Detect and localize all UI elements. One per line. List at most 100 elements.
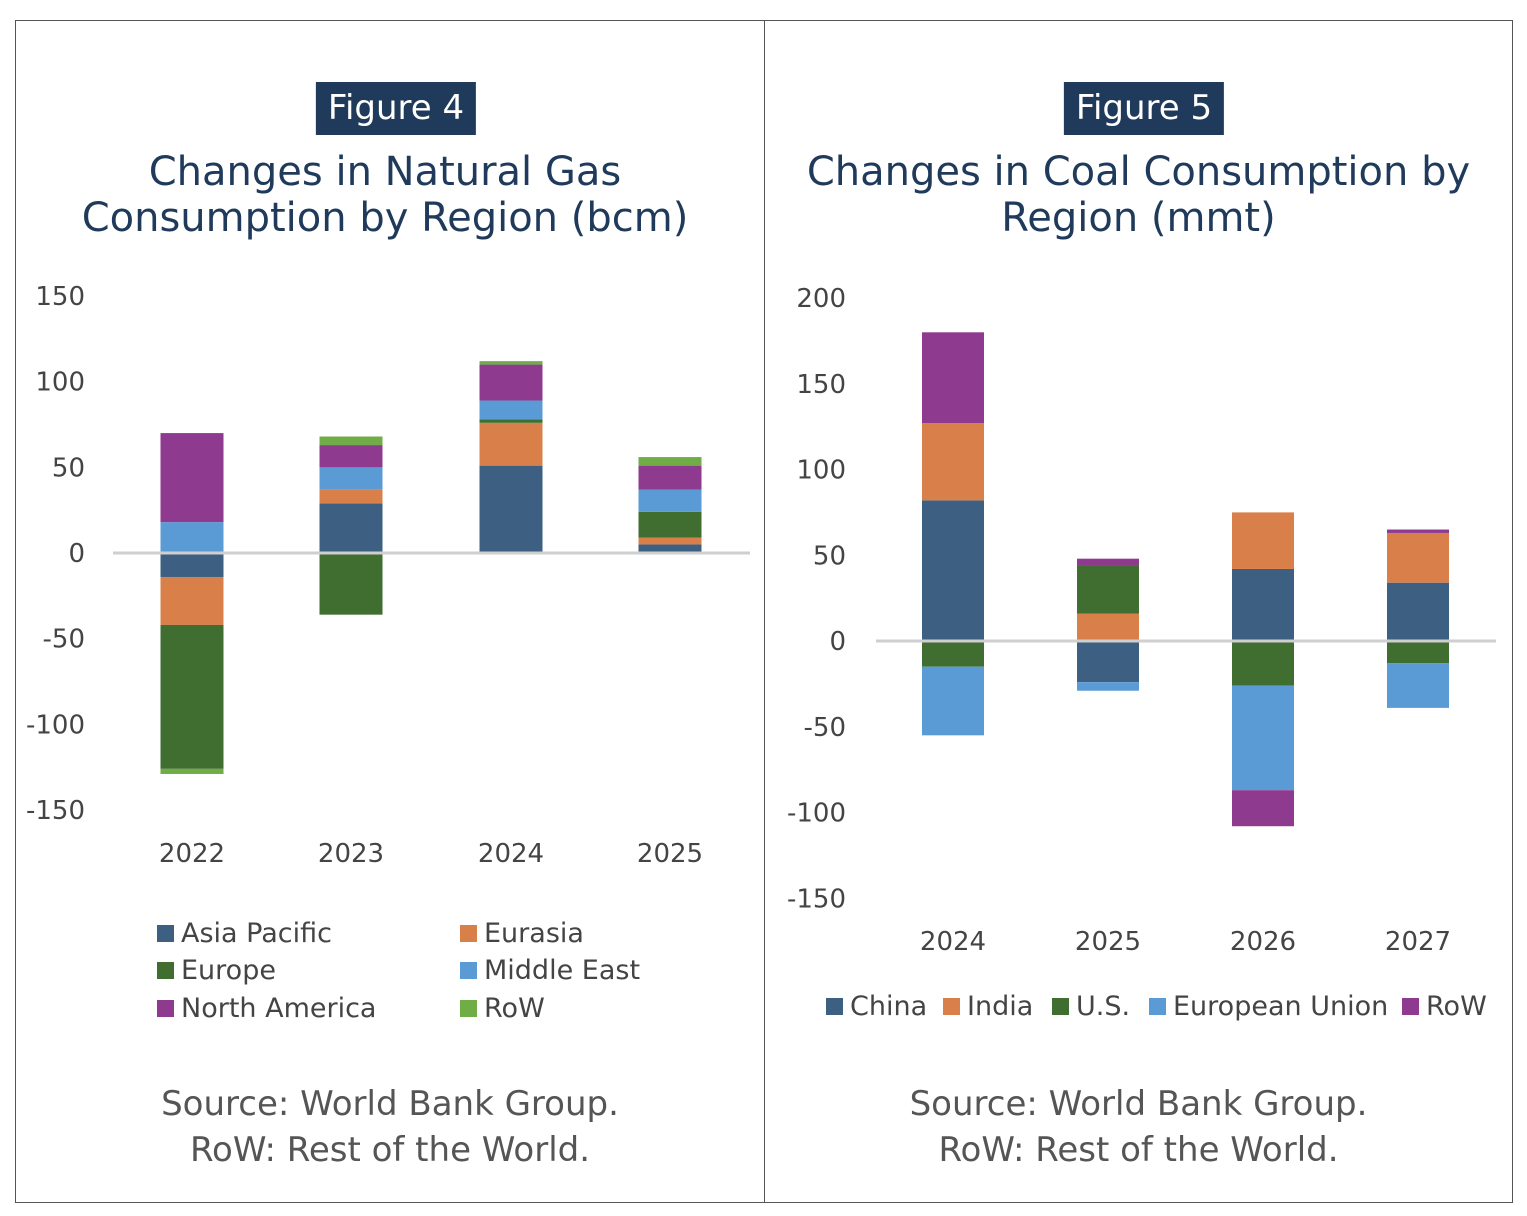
y-tick-label: -50 xyxy=(43,625,85,655)
bar-segment xyxy=(638,511,702,538)
legend-label: RoW xyxy=(484,993,545,1024)
bar-segment xyxy=(922,666,984,736)
legend-swatch xyxy=(1402,998,1419,1015)
legend-swatch xyxy=(157,925,174,942)
legend-item: Eurasia xyxy=(460,918,584,949)
y-tick-label: 100 xyxy=(796,456,846,486)
bar-segment xyxy=(922,641,984,667)
legend-label: European Union xyxy=(1173,991,1389,1022)
legend-swatch xyxy=(460,1000,477,1017)
bar-segment xyxy=(319,553,383,615)
bar-segment xyxy=(479,361,543,365)
legend-swatch xyxy=(157,962,174,979)
x-tick-label: 2024 xyxy=(478,839,544,869)
y-tick-label: 150 xyxy=(35,282,85,312)
legend-item: North America xyxy=(157,993,376,1024)
y-tick-label: 0 xyxy=(68,539,85,569)
bar-segment xyxy=(319,445,383,468)
x-tick-label: 2026 xyxy=(1230,927,1296,957)
legend-item: RoW xyxy=(460,993,545,1024)
figure-5-panel: Figure 5 Changes in Coal Consumption by … xyxy=(764,20,1513,1203)
bar-segment xyxy=(638,544,702,553)
legend-item: U.S. xyxy=(1052,991,1130,1022)
figure-4-panel: Figure 4 Changes in Natural Gas Consumpt… xyxy=(15,20,765,1203)
bar-segment xyxy=(1232,568,1294,641)
y-tick-label: -100 xyxy=(26,710,85,740)
bar-segment xyxy=(319,467,383,490)
bar-segment xyxy=(160,624,224,769)
bar-segment xyxy=(1387,582,1449,641)
legend-item: Asia Pacific xyxy=(157,918,332,949)
legend-label: RoW xyxy=(1426,991,1487,1022)
y-tick-label: -150 xyxy=(26,796,85,826)
bar-segment xyxy=(160,768,224,774)
legend-item: European Union xyxy=(1149,991,1388,1022)
legend-item: RoW xyxy=(1402,991,1487,1022)
bar-segment xyxy=(319,436,383,446)
x-tick-label: 2025 xyxy=(1075,927,1141,957)
bar-segment xyxy=(319,489,383,504)
legend-item: India xyxy=(943,991,1033,1022)
bar-segment xyxy=(1077,682,1139,691)
bar-segment xyxy=(1387,532,1449,583)
legend-swatch xyxy=(460,962,477,979)
bar-segment xyxy=(1077,565,1139,614)
bar-segment xyxy=(1077,641,1139,683)
bar-segment xyxy=(1387,663,1449,708)
bar-segment xyxy=(638,457,702,466)
legend-label: Europe xyxy=(181,955,276,986)
y-tick-label: 50 xyxy=(813,541,846,571)
legend-item: China xyxy=(826,991,927,1022)
title-line: Changes in Natural Gas xyxy=(148,149,622,195)
legend-label: Asia Pacific xyxy=(181,918,332,949)
x-tick-label: 2025 xyxy=(637,839,703,869)
y-tick-label: 150 xyxy=(796,370,846,400)
title-line: Changes in Coal Consumption by xyxy=(806,149,1471,195)
source-note: Source: World Bank Group. RoW: Rest of t… xyxy=(16,1081,764,1173)
bar-segment xyxy=(479,465,543,553)
legend-label: Middle East xyxy=(484,955,641,986)
bar-segment xyxy=(479,400,543,420)
bar-segment xyxy=(1077,558,1139,566)
chart-title: Changes in Coal Consumption by Region (m… xyxy=(765,149,1512,241)
y-tick-label: -100 xyxy=(787,799,846,829)
y-tick-label: -150 xyxy=(787,884,846,914)
source-line: Source: World Bank Group. xyxy=(909,1084,1368,1124)
y-tick-label: 50 xyxy=(52,453,85,483)
figure-badge: Figure 4 xyxy=(315,82,477,135)
legend-swatch xyxy=(1052,998,1069,1015)
bar-segment xyxy=(479,422,543,466)
y-tick-label: 0 xyxy=(829,627,846,657)
legend-swatch xyxy=(1149,998,1166,1015)
x-tick-label: 2022 xyxy=(159,839,225,869)
bar-segment xyxy=(638,537,702,545)
bar-segment xyxy=(638,465,702,490)
bar-segment xyxy=(1232,512,1294,569)
bar-segment xyxy=(1387,529,1449,533)
bar-segment xyxy=(1387,641,1449,664)
x-tick-label: 2023 xyxy=(318,839,384,869)
bar-segment xyxy=(319,503,383,553)
source-line: Source: World Bank Group. xyxy=(161,1084,619,1124)
bar-segment xyxy=(160,553,224,577)
legend-label: China xyxy=(850,991,928,1022)
title-line: Region (mmt) xyxy=(1001,195,1276,241)
legend-swatch xyxy=(943,998,960,1015)
legend-swatch xyxy=(157,1000,174,1017)
y-tick-label: 100 xyxy=(35,368,85,398)
bar-segment xyxy=(922,423,984,501)
bar-segment xyxy=(1077,613,1139,641)
source-line: RoW: Rest of the World. xyxy=(189,1130,591,1170)
x-tick-label: 2024 xyxy=(920,927,986,957)
legend-label: U.S. xyxy=(1076,991,1131,1022)
title-line: Consumption by Region (bcm) xyxy=(81,195,689,241)
bar-segment xyxy=(479,364,543,401)
bar-segment xyxy=(922,500,984,641)
figure-badge: Figure 5 xyxy=(1063,82,1225,135)
legend-swatch xyxy=(460,925,477,942)
bar-segment xyxy=(160,522,224,553)
y-tick-label: -50 xyxy=(804,713,846,743)
source-note: Source: World Bank Group. RoW: Rest of t… xyxy=(765,1081,1512,1173)
bar-segment xyxy=(638,489,702,512)
legend-label: India xyxy=(967,991,1034,1022)
